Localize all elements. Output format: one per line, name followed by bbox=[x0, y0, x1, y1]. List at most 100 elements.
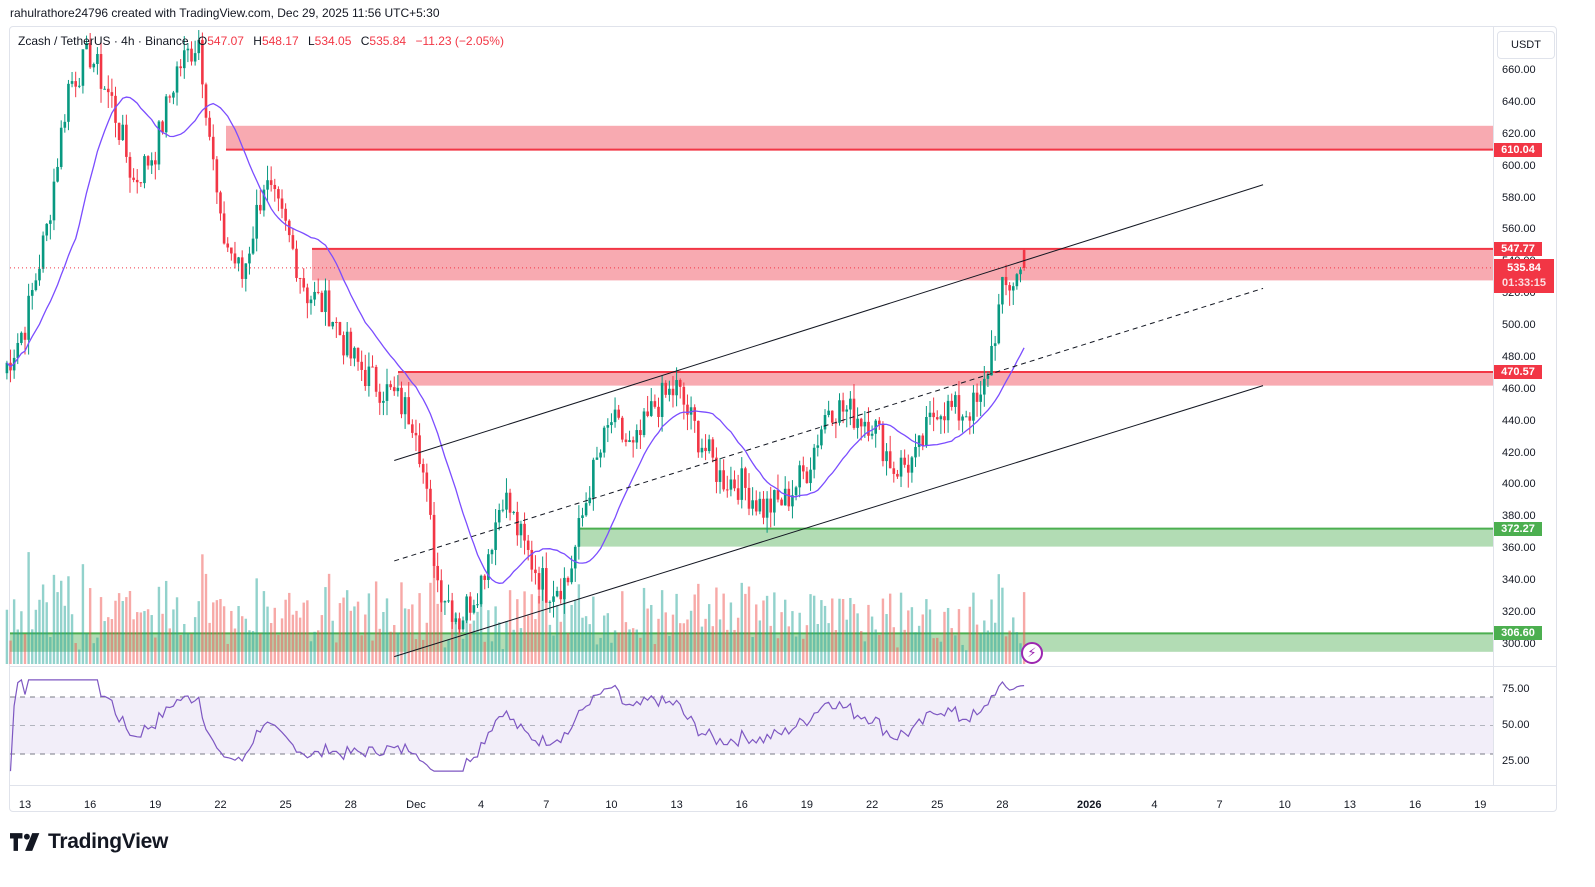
candle-body bbox=[526, 540, 530, 550]
price-axis-label: 300.00 bbox=[1502, 637, 1536, 650]
candle-body bbox=[711, 439, 715, 458]
candle-body bbox=[1008, 285, 1011, 291]
candle-body bbox=[497, 510, 501, 523]
candle-body bbox=[693, 407, 696, 421]
volume-bar bbox=[259, 633, 262, 664]
candle-body bbox=[291, 235, 295, 249]
candle-body bbox=[765, 498, 769, 518]
candle-body bbox=[628, 440, 631, 443]
volume-bar bbox=[954, 635, 957, 664]
candle-body bbox=[458, 618, 461, 630]
volume-bar bbox=[157, 586, 161, 664]
tradingview-logo[interactable]: TradingView bbox=[10, 830, 168, 854]
last-price-value: 535.84 bbox=[1507, 262, 1541, 274]
candle-body bbox=[979, 394, 982, 402]
volume-bar bbox=[393, 625, 396, 664]
volume-bar bbox=[81, 564, 85, 664]
moving-average-line bbox=[6, 96, 1025, 584]
volume-bar bbox=[534, 619, 537, 664]
volume-bar bbox=[422, 639, 425, 664]
time-axis-label: 19 bbox=[149, 799, 162, 811]
candle-body bbox=[939, 416, 943, 420]
volume-bar bbox=[914, 632, 917, 664]
candle-body bbox=[110, 92, 114, 96]
candle-body bbox=[273, 184, 277, 190]
candle-body bbox=[798, 465, 801, 488]
candle-body bbox=[295, 248, 298, 278]
candle-body bbox=[653, 401, 657, 407]
volume-bar bbox=[545, 594, 548, 664]
candle-body bbox=[117, 122, 121, 141]
candle-body bbox=[686, 404, 689, 415]
volume-bar bbox=[700, 626, 704, 664]
currency-button[interactable]: USDT bbox=[1497, 31, 1555, 59]
volume-bar bbox=[689, 610, 693, 664]
volume-bar bbox=[624, 622, 628, 664]
candle-body bbox=[570, 568, 573, 583]
candle-body bbox=[432, 514, 436, 566]
time-axis-label: 4 bbox=[478, 799, 485, 811]
candle-body bbox=[881, 424, 885, 462]
candle-body bbox=[186, 48, 190, 51]
volume-bar bbox=[280, 618, 284, 664]
volume-bar bbox=[161, 613, 164, 664]
volume-bar bbox=[472, 620, 476, 664]
pane-divider[interactable] bbox=[10, 666, 1556, 667]
chart-frame[interactable] bbox=[9, 26, 1557, 812]
candle-body bbox=[146, 156, 150, 166]
volume-bar bbox=[273, 607, 276, 664]
volume-bar bbox=[762, 600, 765, 664]
symbol-name[interactable]: Zcash / TetherUS · 4h · Binance bbox=[18, 34, 189, 48]
candle-body bbox=[621, 417, 624, 440]
volume-bar bbox=[168, 628, 171, 664]
volume-bar bbox=[744, 593, 747, 664]
volume-bar bbox=[277, 634, 280, 664]
time-axis-label: 16 bbox=[735, 799, 748, 811]
candle-body bbox=[157, 121, 161, 165]
volume-bar bbox=[599, 637, 602, 664]
candle-body bbox=[639, 430, 642, 436]
time-axis-label: 7 bbox=[1216, 799, 1223, 811]
candle-body bbox=[172, 92, 175, 98]
candle-body bbox=[950, 400, 954, 407]
candle-body bbox=[928, 412, 932, 417]
volume-bar bbox=[190, 633, 193, 664]
volume-bar bbox=[957, 609, 961, 664]
candle-body bbox=[222, 213, 226, 244]
lightning-icon[interactable]: ⚡ bbox=[1021, 642, 1043, 664]
candle-body bbox=[823, 415, 827, 430]
candle-body bbox=[374, 366, 378, 392]
volume-bar bbox=[631, 628, 635, 664]
channel-middle-line bbox=[394, 287, 1264, 562]
volume-bar bbox=[342, 597, 345, 664]
candle-body bbox=[34, 280, 38, 291]
price-axis-label: 500.00 bbox=[1502, 319, 1536, 332]
volume-bar bbox=[320, 615, 324, 664]
candle-body bbox=[309, 299, 313, 304]
candle-body bbox=[465, 596, 468, 621]
candle-body bbox=[776, 490, 780, 500]
volume-bar bbox=[780, 612, 783, 664]
candle-body bbox=[917, 435, 921, 447]
volume-bar bbox=[146, 609, 150, 664]
candle-body bbox=[631, 440, 635, 443]
candle-body bbox=[49, 220, 52, 224]
high-label: H bbox=[253, 34, 262, 48]
candle-body bbox=[657, 406, 660, 417]
volume-bar bbox=[501, 649, 505, 664]
candle-body bbox=[986, 375, 990, 379]
candle-body bbox=[541, 568, 544, 590]
volume-bar bbox=[23, 633, 27, 664]
volume-bar bbox=[729, 602, 733, 664]
candle-body bbox=[128, 156, 132, 178]
candle-body bbox=[313, 291, 316, 300]
volume-bar bbox=[885, 614, 888, 664]
time-axis-label: 13 bbox=[18, 799, 32, 811]
candle-body bbox=[635, 430, 639, 443]
candle-body bbox=[135, 179, 139, 183]
volume-bar bbox=[628, 629, 631, 664]
candle-body bbox=[353, 347, 356, 359]
volume-bar bbox=[595, 644, 599, 664]
candle-body bbox=[809, 469, 812, 484]
